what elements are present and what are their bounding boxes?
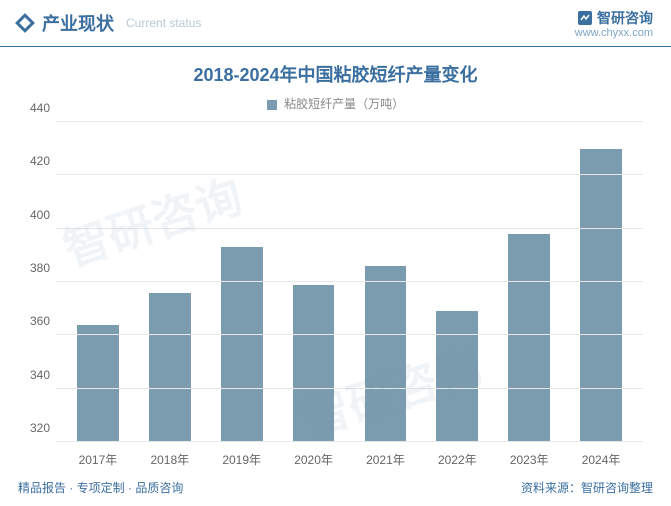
chart-xtick: 2017年	[62, 451, 134, 468]
header: 产业现状 Current status 智研咨询 www.chyxx.com	[0, 0, 671, 47]
chart-area: 2018-2024年中国粘胶短纤产量变化 粘胶短纤产量（万吨） 2017年201…	[0, 47, 671, 467]
chart-xtick: 2020年	[278, 451, 350, 468]
legend-swatch	[267, 100, 277, 110]
brand-logo-icon	[577, 10, 593, 26]
footer-left: 精品报告 · 专项定制 · 品质咨询	[18, 479, 183, 496]
bar-slot	[493, 122, 565, 442]
chart-xtick: 2022年	[421, 451, 493, 468]
bar-slot	[206, 122, 278, 442]
chart-bar	[580, 149, 622, 442]
chart-gridline	[56, 388, 643, 389]
bar-slot	[134, 122, 206, 442]
diamond-icon	[15, 13, 35, 33]
chart-legend: 粘胶短纤产量（万吨）	[18, 95, 653, 112]
chart-bar	[365, 266, 407, 442]
chart-bar	[436, 311, 478, 442]
chart-xtick: 2019年	[206, 451, 278, 468]
chart-xtick: 2021年	[350, 451, 422, 468]
chart-bar	[221, 247, 263, 442]
brand-row: 智研咨询	[575, 10, 653, 27]
bar-slot	[62, 122, 134, 442]
chart-xtick: 2024年	[565, 451, 637, 468]
chart-ytick: 400	[18, 208, 50, 222]
chart-gridline	[56, 121, 643, 122]
header-left: 产业现状 Current status	[18, 10, 201, 36]
chart-bar	[77, 325, 119, 442]
header-title: 产业现状	[42, 10, 114, 36]
chart-title: 2018-2024年中国粘胶短纤产量变化	[18, 61, 653, 87]
bar-slot	[421, 122, 493, 442]
chart-gridline	[56, 228, 643, 229]
legend-label: 粘胶短纤产量（万吨）	[284, 97, 404, 111]
chart-gridline	[56, 334, 643, 335]
chart-ytick: 380	[18, 261, 50, 275]
brand-url: www.chyxx.com	[575, 27, 653, 40]
chart-plot: 2017年2018年2019年2020年2021年2022年2023年2024年…	[56, 122, 643, 442]
chart-bars	[56, 122, 643, 442]
footer: 精品报告 · 专项定制 · 品质咨询 资料来源：智研咨询整理	[0, 479, 671, 496]
bar-slot	[350, 122, 422, 442]
bar-slot	[565, 122, 637, 442]
chart-ytick: 320	[18, 421, 50, 435]
chart-ytick: 360	[18, 314, 50, 328]
chart-xtick: 2023年	[493, 451, 565, 468]
chart-bar	[508, 234, 550, 442]
chart-gridline	[56, 174, 643, 175]
chart-gridline	[56, 281, 643, 282]
chart-ytick: 440	[18, 101, 50, 115]
chart-ytick: 420	[18, 154, 50, 168]
footer-right: 资料来源：智研咨询整理	[521, 479, 653, 496]
chart-bar	[293, 285, 335, 442]
chart-xaxis: 2017年2018年2019年2020年2021年2022年2023年2024年	[56, 451, 643, 468]
bar-slot	[278, 122, 350, 442]
chart-bar	[149, 293, 191, 442]
header-right: 智研咨询 www.chyxx.com	[575, 10, 653, 40]
chart-gridline	[56, 441, 643, 442]
chart-ytick: 340	[18, 368, 50, 382]
chart-xtick: 2018年	[134, 451, 206, 468]
brand-name: 智研咨询	[597, 10, 653, 27]
header-subtitle: Current status	[126, 16, 201, 30]
